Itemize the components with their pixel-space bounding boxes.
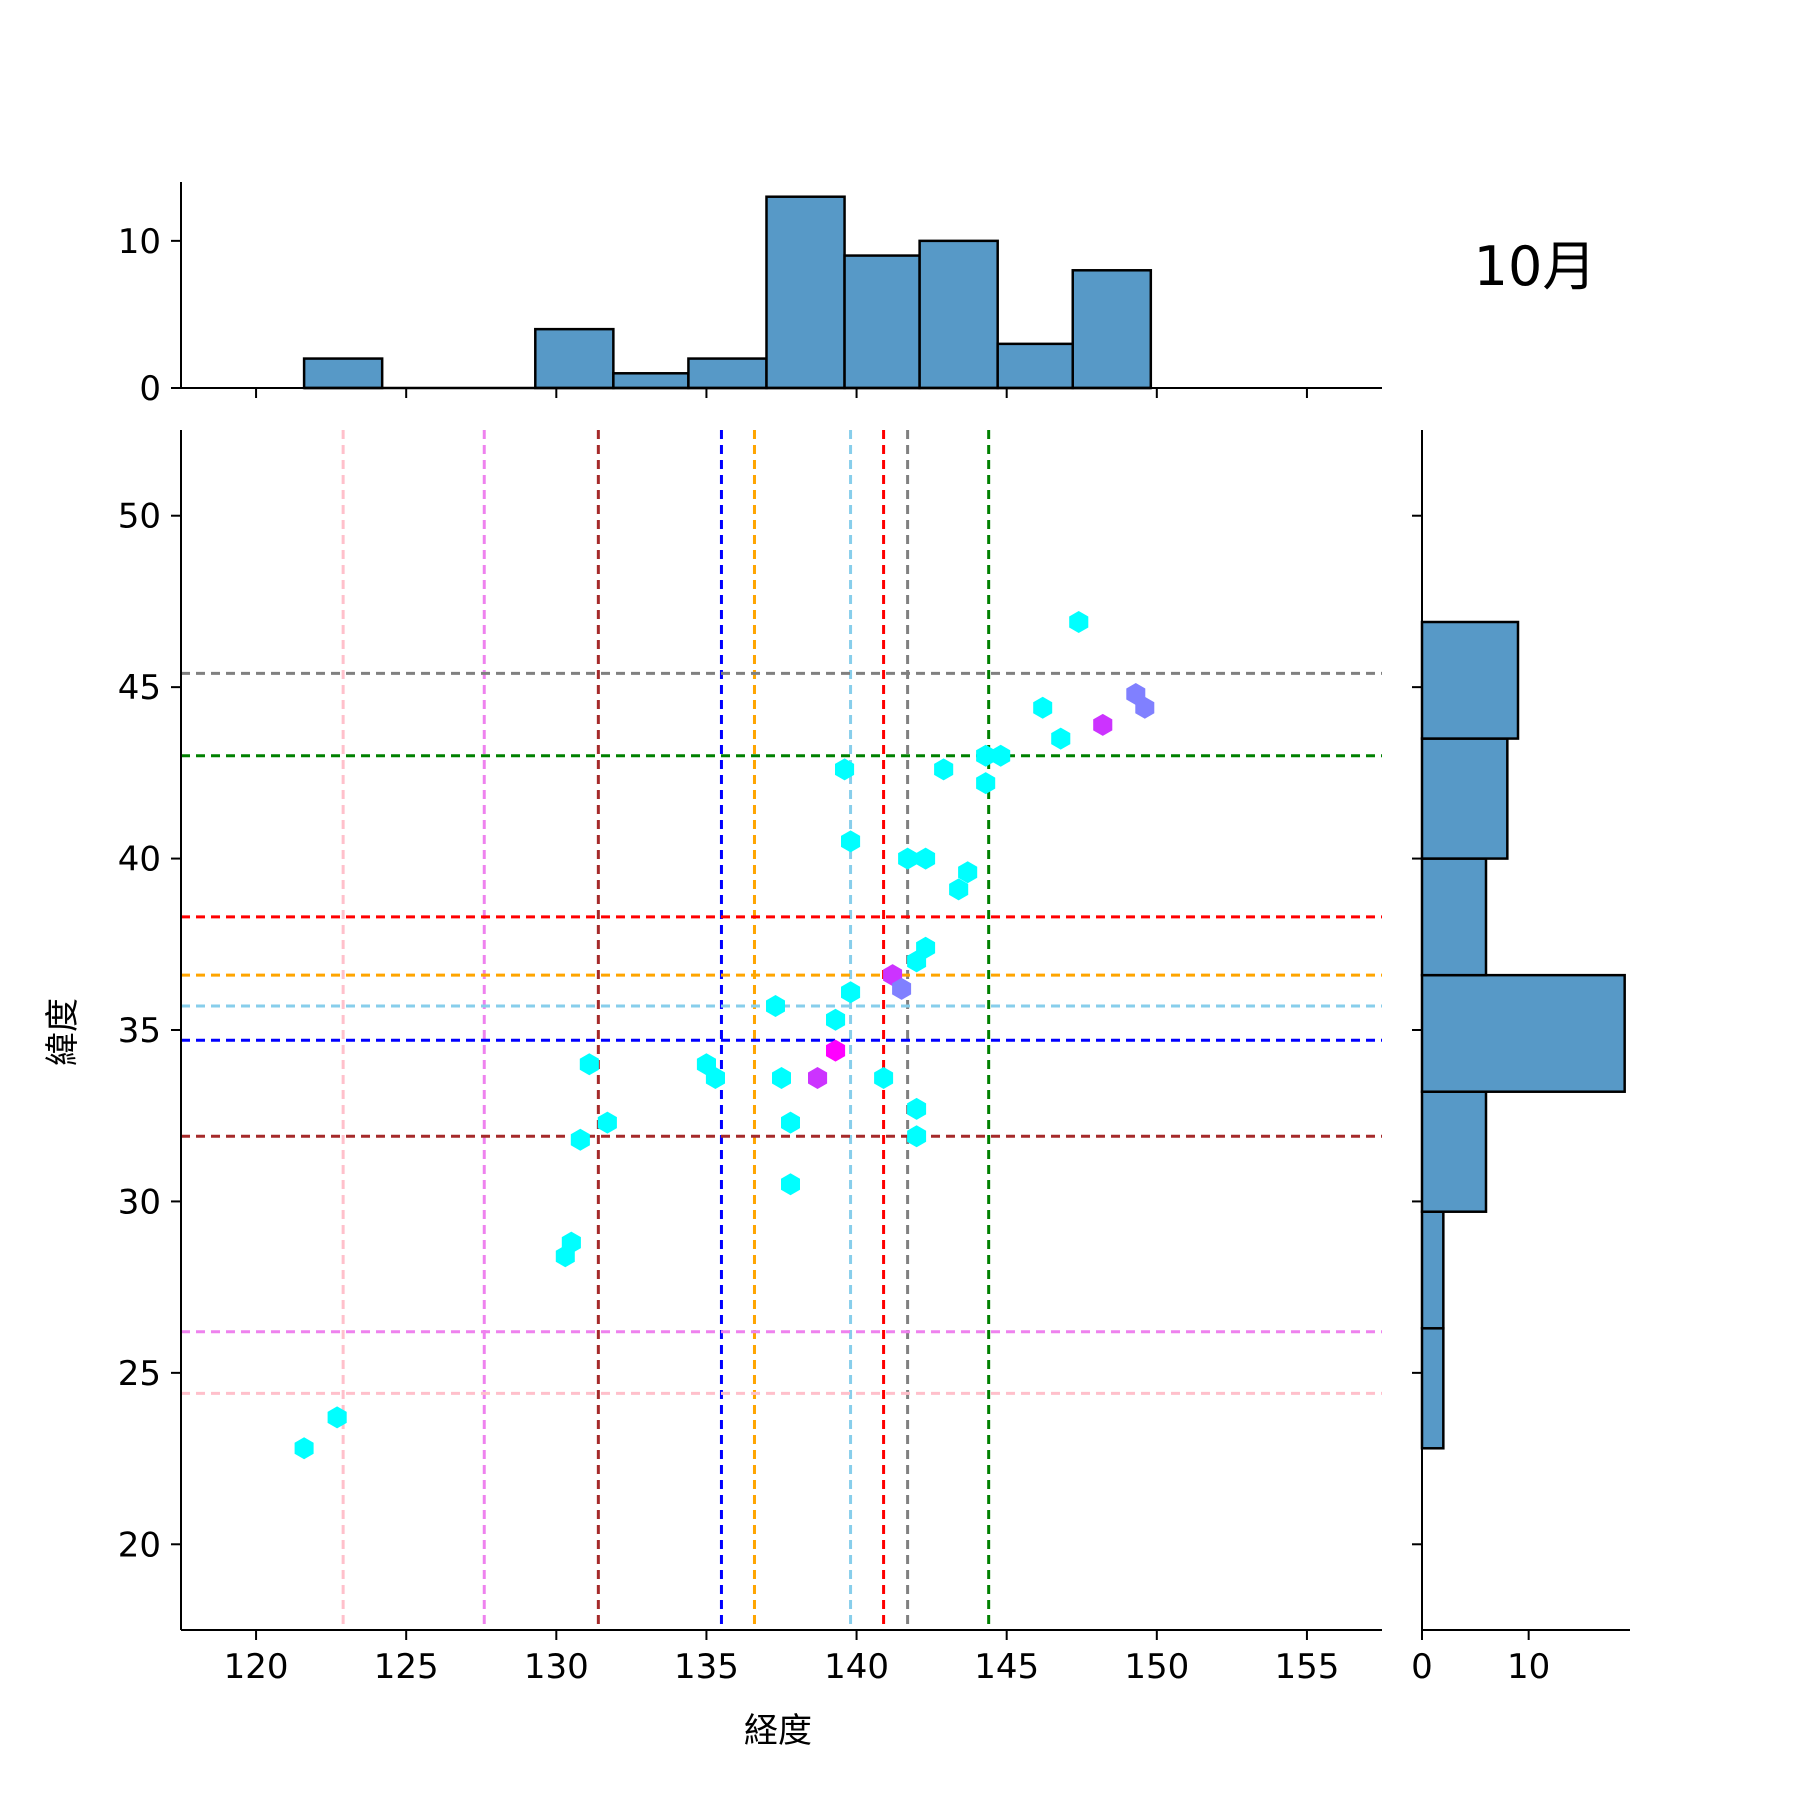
data-point (1135, 696, 1155, 719)
x-hist-bar (302, 357, 384, 390)
x-tick-label: 155 (1274, 1647, 1339, 1687)
data-point (976, 772, 996, 795)
data-point (1033, 696, 1053, 719)
y-hist-bar (1420, 737, 1509, 860)
data-point (826, 1008, 846, 1031)
data-point (772, 1067, 791, 1089)
y-tick-label: 35 (118, 1011, 161, 1051)
data-point (1069, 611, 1089, 633)
x-hist-bar (996, 342, 1074, 390)
y-hist-bar (1420, 1327, 1445, 1450)
data-point (976, 744, 996, 767)
y-tick-label: 20 (118, 1525, 161, 1565)
data-point (907, 1097, 927, 1120)
scatter-panel: 120 125 130 135 140 145 150 155 20 25 30 35 40 45 50 (118, 430, 1382, 1687)
x-hist-count-label: 10 (118, 222, 161, 262)
data-point (898, 847, 918, 870)
y-hist-bar (1420, 1090, 1488, 1213)
data-point (841, 981, 861, 1004)
data-point (705, 1067, 725, 1089)
y-tick-label: 25 (118, 1354, 161, 1394)
data-point (916, 936, 936, 959)
y-tick-label: 40 (118, 840, 161, 880)
y-hist-bar (1420, 973, 1626, 1093)
x-hist-count-label: 0 (139, 369, 161, 409)
data-point (570, 1128, 590, 1151)
x-hist-bar (765, 195, 846, 390)
x-hist-bar (534, 327, 615, 390)
y-tick-label: 45 (118, 668, 161, 708)
scatter-points (294, 611, 1155, 1460)
data-point (916, 847, 936, 870)
data-point (766, 995, 785, 1017)
x-hist-bar (918, 239, 999, 390)
chart-title: 10月 (1474, 235, 1597, 298)
data-point (892, 977, 912, 1000)
y-hist-count-label: 0 (1411, 1647, 1433, 1687)
data-point (991, 744, 1011, 767)
vertical-reference-lines (341, 430, 991, 1630)
y-hist-count-label: 10 (1507, 1647, 1550, 1687)
x-tick-label: 120 (224, 1647, 289, 1687)
x-tick-label: 125 (374, 1647, 439, 1687)
x-tick-label: 130 (524, 1647, 589, 1687)
x-hist-bar (843, 254, 921, 390)
x-hist-bar (687, 357, 768, 390)
y-tick-label: 50 (118, 497, 161, 537)
data-point (781, 1111, 800, 1134)
horizontal-reference-lines (181, 671, 1382, 1395)
data-point (597, 1111, 617, 1134)
y-axis-title: 緯度 (43, 998, 83, 1066)
x-axis-title: 経度 (744, 1711, 812, 1751)
data-point (934, 758, 954, 781)
y-hist-bar (1420, 857, 1488, 977)
data-point (1093, 713, 1113, 736)
x-marginal-histogram: 0 10 (118, 182, 1382, 409)
data-point (949, 878, 969, 901)
y-hist-bar (1420, 1210, 1445, 1330)
y-tick-label: 30 (118, 1182, 161, 1222)
x-tick-label: 140 (824, 1647, 889, 1687)
scatter-axes: 120 125 130 135 140 145 150 155 20 25 30 35 40 45 50 (118, 430, 1382, 1687)
y-marginal-histogram: 0 10 (1411, 430, 1630, 1687)
data-point (294, 1437, 314, 1460)
x-tick-label: 150 (1124, 1647, 1189, 1687)
data-point (874, 1067, 894, 1089)
data-point (808, 1067, 828, 1089)
x-hist-bar (1071, 269, 1153, 390)
data-point (327, 1406, 347, 1429)
data-point (579, 1053, 599, 1076)
data-point (841, 830, 861, 853)
data-point (781, 1173, 800, 1196)
x-hist-bar (612, 372, 690, 390)
data-point (835, 758, 855, 781)
data-point (826, 1039, 846, 1062)
data-point (907, 1125, 927, 1148)
data-point (1051, 727, 1071, 750)
data-point (561, 1231, 581, 1254)
data-point (958, 861, 978, 884)
y-hist-bar (1420, 620, 1520, 740)
x-tick-label: 145 (974, 1647, 1039, 1687)
x-tick-label: 135 (674, 1647, 739, 1687)
